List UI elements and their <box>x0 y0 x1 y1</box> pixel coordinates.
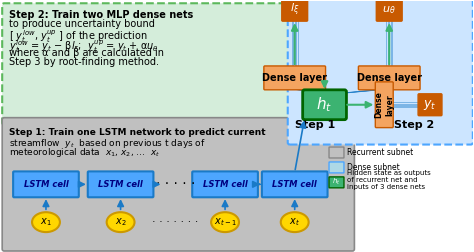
Text: Recurrent subnet: Recurrent subnet <box>347 148 414 157</box>
FancyBboxPatch shape <box>329 162 344 173</box>
Text: LSTM cell: LSTM cell <box>24 180 68 189</box>
Text: to produce uncertainty bound: to produce uncertainty bound <box>9 19 155 29</box>
Text: $l_\xi$: $l_\xi$ <box>290 2 300 18</box>
Text: Step 1: Step 1 <box>295 120 335 130</box>
FancyBboxPatch shape <box>376 0 402 21</box>
FancyBboxPatch shape <box>358 66 420 90</box>
Text: streamflow  $y_t$  based on previous t days of: streamflow $y_t$ based on previous t day… <box>9 137 206 150</box>
FancyBboxPatch shape <box>329 147 344 158</box>
Text: LSTM cell: LSTM cell <box>98 180 143 189</box>
Text: · · · · ·: · · · · · <box>155 177 195 191</box>
FancyBboxPatch shape <box>2 118 355 251</box>
Text: LSTM cell: LSTM cell <box>203 180 247 189</box>
Text: $x_2$: $x_2$ <box>115 216 127 228</box>
Text: Step 2: Step 2 <box>394 120 435 130</box>
Ellipse shape <box>32 212 60 232</box>
FancyBboxPatch shape <box>192 171 258 197</box>
FancyBboxPatch shape <box>282 0 308 21</box>
Text: LSTM cell: LSTM cell <box>273 180 317 189</box>
Text: Dense layer: Dense layer <box>262 73 327 83</box>
FancyBboxPatch shape <box>375 82 393 128</box>
Text: Hidden state as outputs
of recurrent net and
inputs of 3 dense nets: Hidden state as outputs of recurrent net… <box>347 170 431 190</box>
Text: $x_1$: $x_1$ <box>40 216 52 228</box>
Ellipse shape <box>211 212 239 232</box>
FancyBboxPatch shape <box>2 3 472 125</box>
Text: · · · · · · ·: · · · · · · · <box>152 217 199 227</box>
Text: $x_{t-1}$: $x_{t-1}$ <box>214 216 237 228</box>
Text: $u_\theta$: $u_\theta$ <box>383 4 396 16</box>
Text: Step 3 by root-finding method.: Step 3 by root-finding method. <box>9 57 159 67</box>
Text: Step 2: Train two MLP dense nets: Step 2: Train two MLP dense nets <box>9 10 193 20</box>
FancyBboxPatch shape <box>262 171 328 197</box>
Text: Dense subnet: Dense subnet <box>347 163 400 172</box>
FancyBboxPatch shape <box>88 171 154 197</box>
Text: $y_t$: $y_t$ <box>423 98 437 112</box>
Text: $x_t$: $x_t$ <box>289 216 300 228</box>
Text: $h_t$: $h_t$ <box>332 177 341 187</box>
FancyBboxPatch shape <box>13 171 79 197</box>
FancyBboxPatch shape <box>303 90 346 120</box>
Text: $h_t$: $h_t$ <box>317 96 333 114</box>
Text: where α and β are calculated in: where α and β are calculated in <box>9 48 164 58</box>
Text: meteorological data  $x_1$, $x_2$, ...  $x_t$: meteorological data $x_1$, $x_2$, ... $x… <box>9 146 160 159</box>
FancyBboxPatch shape <box>329 177 344 188</box>
Text: Dense layer: Dense layer <box>357 73 422 83</box>
Text: Step 1: Train one LSTM network to predict current: Step 1: Train one LSTM network to predic… <box>9 128 266 137</box>
Text: $y_t^{low}$ = $y_t$ − β$l_\xi$;  $y_t^{up}$ = $y_t$ + α$u_\theta$: $y_t^{low}$ = $y_t$ − β$l_\xi$; $y_t^{up… <box>9 38 159 55</box>
FancyBboxPatch shape <box>288 0 473 145</box>
FancyBboxPatch shape <box>418 94 442 116</box>
Text: [ $y_t^{low}$, $y_t^{up}$ ] of the prediction: [ $y_t^{low}$, $y_t^{up}$ ] of the predi… <box>9 28 147 45</box>
Ellipse shape <box>107 212 135 232</box>
Ellipse shape <box>281 212 309 232</box>
Text: Dense
layer: Dense layer <box>374 91 394 118</box>
FancyBboxPatch shape <box>264 66 326 90</box>
